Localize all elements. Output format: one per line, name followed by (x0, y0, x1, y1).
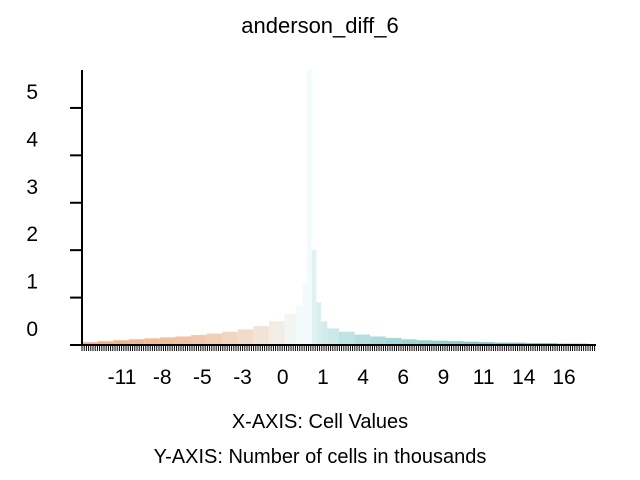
x-axis-ticks: -11 -8 -5 -3 0 1 4 6 9 11 14 16 (108, 366, 576, 389)
histogram-bar (97, 341, 114, 345)
y-tick-label: 3 (26, 176, 38, 199)
histogram-bar (82, 342, 98, 345)
x-tick-label: 0 (277, 366, 289, 389)
histogram-bar (510, 342, 526, 345)
histogram-bar (253, 326, 269, 345)
histogram-bar (222, 331, 238, 345)
x-tick-label: -8 (153, 366, 172, 389)
histogram-bar (311, 250, 317, 345)
histogram-bar (296, 304, 303, 345)
x-tick-label: -3 (233, 366, 252, 389)
axes (81, 70, 596, 351)
x-tick-label: 1 (317, 366, 329, 389)
histogram-bar (144, 338, 160, 345)
y-tick-label: 0 (26, 318, 38, 341)
y-tick-label: 4 (26, 128, 38, 151)
histogram-bar (321, 321, 328, 345)
histogram-bar (284, 314, 297, 345)
histogram-bar (416, 340, 433, 345)
histogram-bar (113, 340, 129, 345)
x-tick-label: 4 (357, 366, 369, 389)
histogram-bar (175, 336, 192, 345)
histogram-bar (268, 321, 285, 345)
histogram-bar (370, 336, 386, 345)
histogram-bar (327, 328, 339, 345)
histogram-bar (479, 342, 495, 345)
histogram-bar (237, 329, 254, 345)
histogram-bar (401, 339, 417, 345)
histogram-bar (385, 337, 402, 345)
y-tick-label: 2 (26, 223, 38, 246)
chart-title: anderson_diff_6 (241, 13, 398, 38)
y-axis-ticks: 0 1 2 3 4 5 (26, 81, 82, 346)
histogram-bar (339, 331, 355, 345)
x-tick-label: -5 (193, 366, 212, 389)
histogram-bar (206, 333, 223, 345)
histogram-bar (494, 342, 511, 345)
histogram-bar (307, 70, 312, 345)
histogram-bar (159, 337, 176, 345)
x-tick-label: 11 (473, 366, 495, 389)
histogram-bar (316, 302, 322, 345)
histogram-bar (463, 341, 480, 345)
x-tick-label: -11 (108, 366, 137, 389)
x-axis-label: X-AXIS: Cell Values (232, 411, 408, 433)
y-tick-label: 1 (26, 271, 38, 294)
y-axis-label: Y-AXIS: Number of cells in thousands (154, 446, 487, 468)
x-tick-label: 9 (438, 366, 450, 389)
x-tick-label: 14 (512, 366, 536, 389)
histogram-bar (302, 283, 308, 345)
histogram-bar (354, 334, 371, 345)
y-tick-label: 5 (26, 81, 38, 104)
histogram-bar (432, 340, 449, 345)
x-tick-label: 16 (552, 366, 575, 389)
histogram-bar (448, 341, 464, 345)
histogram-bar (191, 335, 207, 345)
x-tick-label: 6 (397, 366, 409, 389)
histogram-bars (82, 70, 589, 345)
histogram-bar (128, 339, 145, 345)
